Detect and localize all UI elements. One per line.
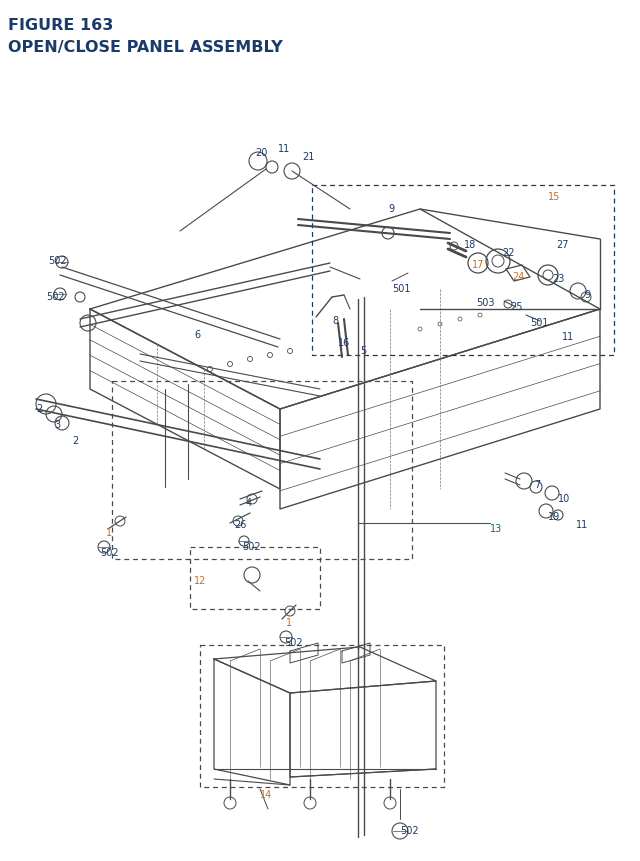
Text: 8: 8 (332, 316, 338, 325)
Text: 11: 11 (562, 331, 574, 342)
Text: 1: 1 (286, 617, 292, 628)
Text: 2: 2 (36, 404, 42, 413)
Text: 15: 15 (548, 192, 561, 201)
Text: 14: 14 (260, 789, 272, 799)
Text: 13: 13 (490, 523, 502, 533)
Text: 9: 9 (584, 289, 590, 300)
Text: 20: 20 (255, 148, 268, 158)
Text: 1: 1 (106, 528, 112, 537)
Text: 2: 2 (72, 436, 78, 445)
Text: 24: 24 (512, 272, 524, 282)
Text: 11: 11 (278, 144, 291, 154)
Text: 502: 502 (46, 292, 65, 301)
Text: 12: 12 (194, 575, 206, 585)
Text: 18: 18 (464, 239, 476, 250)
Text: 27: 27 (556, 239, 568, 250)
Text: 21: 21 (302, 152, 314, 162)
Text: 3: 3 (54, 419, 60, 430)
Text: FIGURE 163: FIGURE 163 (8, 18, 113, 33)
Text: 11: 11 (576, 519, 588, 530)
Text: 17: 17 (472, 260, 484, 269)
Text: 502: 502 (284, 637, 303, 647)
Text: 7: 7 (534, 480, 540, 489)
Text: 502: 502 (48, 256, 67, 266)
Text: 503: 503 (476, 298, 495, 307)
Text: 10: 10 (558, 493, 570, 504)
Text: 502: 502 (400, 825, 419, 835)
Text: 6: 6 (194, 330, 200, 339)
Text: 501: 501 (392, 283, 410, 294)
Text: 19: 19 (548, 511, 560, 522)
Text: 4: 4 (246, 498, 252, 507)
Text: 26: 26 (234, 519, 246, 530)
Text: 502: 502 (100, 548, 118, 557)
Text: 23: 23 (552, 274, 564, 283)
Text: 502: 502 (242, 542, 260, 551)
Text: 501: 501 (530, 318, 548, 328)
Text: 25: 25 (510, 301, 522, 312)
Text: 5: 5 (360, 345, 366, 356)
Text: 9: 9 (388, 204, 394, 214)
Text: OPEN/CLOSE PANEL ASSEMBLY: OPEN/CLOSE PANEL ASSEMBLY (8, 40, 283, 55)
Text: 22: 22 (502, 248, 515, 257)
Text: 16: 16 (338, 338, 350, 348)
